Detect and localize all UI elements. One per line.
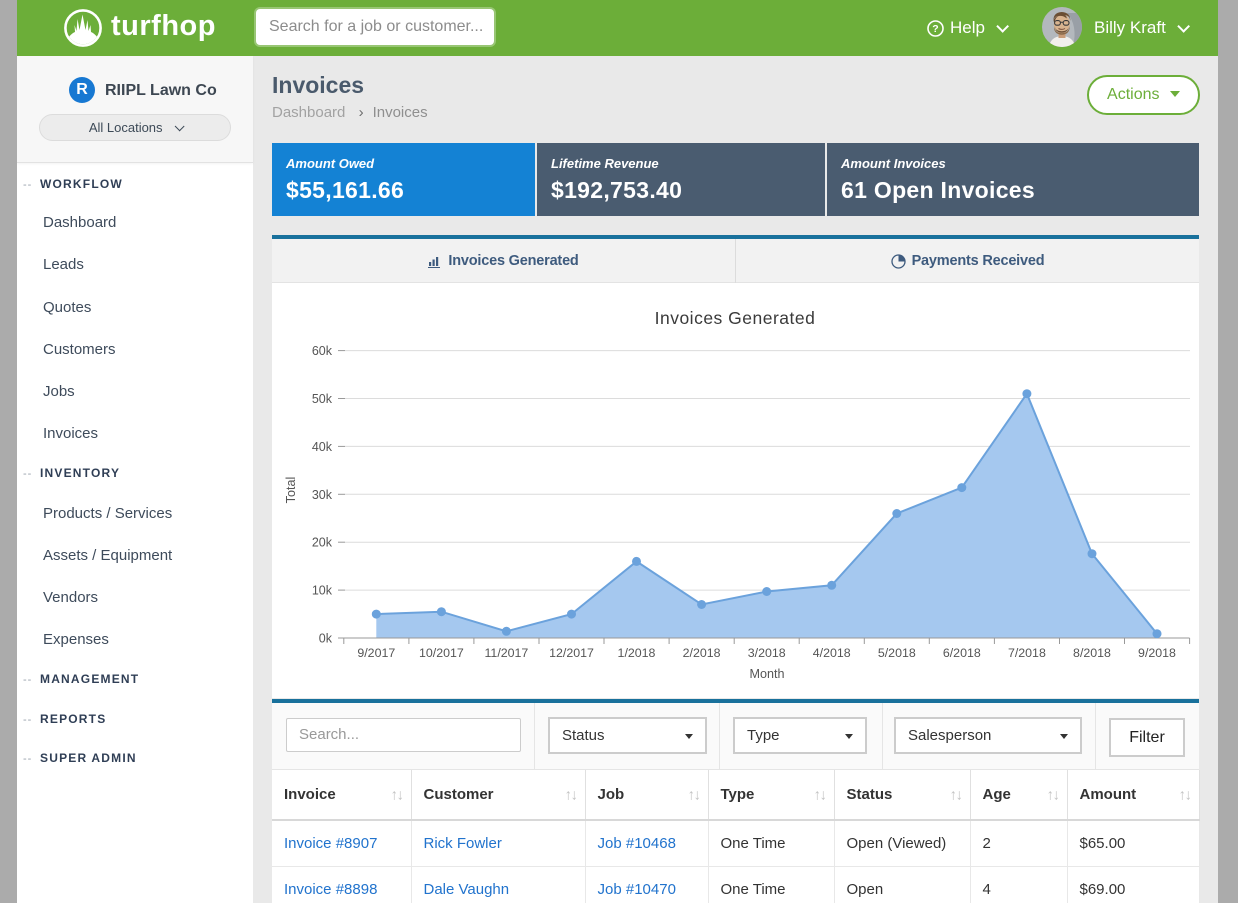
svg-text:4/2018: 4/2018	[813, 646, 851, 660]
svg-text:11/2017: 11/2017	[484, 646, 528, 660]
svg-text:1/2018: 1/2018	[618, 646, 656, 660]
svg-text:12/2017: 12/2017	[549, 646, 594, 660]
svg-text:10/2017: 10/2017	[419, 646, 464, 660]
svg-text:3/2018: 3/2018	[748, 646, 786, 660]
svg-text:Invoices Generated: Invoices Generated	[655, 308, 816, 328]
svg-text:60k: 60k	[312, 344, 333, 358]
svg-text:40k: 40k	[312, 440, 333, 454]
svg-text:?: ?	[932, 23, 938, 35]
svg-text:5/2018: 5/2018	[878, 646, 916, 660]
svg-text:20k: 20k	[312, 536, 333, 550]
svg-text:30k: 30k	[312, 488, 333, 502]
svg-text:2/2018: 2/2018	[683, 646, 721, 660]
svg-text:Total: Total	[284, 477, 298, 504]
svg-text:0k: 0k	[319, 632, 333, 646]
svg-text:9/2017: 9/2017	[357, 646, 395, 660]
svg-text:8/2018: 8/2018	[1073, 646, 1111, 660]
svg-text:Month: Month	[749, 667, 784, 681]
svg-text:10k: 10k	[312, 584, 333, 598]
svg-text:6/2018: 6/2018	[943, 646, 981, 660]
svg-text:9/2018: 9/2018	[1138, 646, 1176, 660]
svg-text:7/2018: 7/2018	[1008, 646, 1046, 660]
svg-text:50k: 50k	[312, 392, 333, 406]
